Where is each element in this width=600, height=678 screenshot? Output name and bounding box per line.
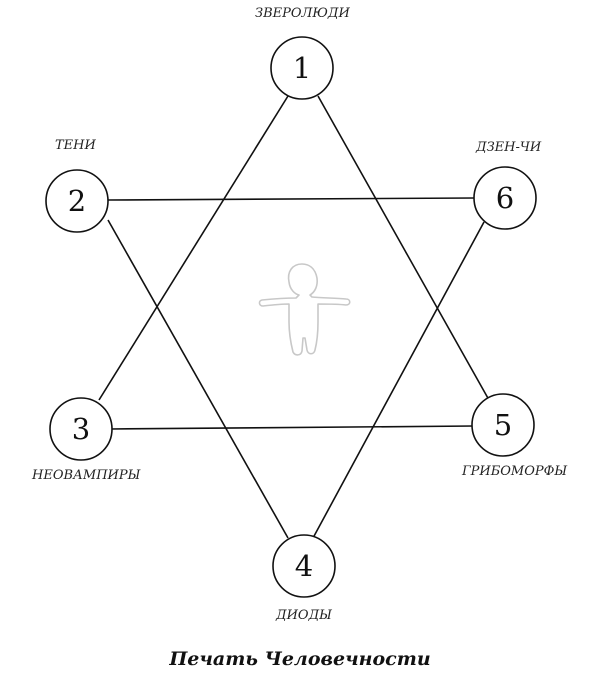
diagram-title: Печать Человечности <box>169 648 431 670</box>
node-3-label: НЕОВАМПИРЫ <box>32 468 141 483</box>
node-5-label: ГРИБОМОРФЫ <box>462 464 568 479</box>
node-6-circle <box>473 166 537 230</box>
node-5-number: 5 <box>493 408 513 442</box>
node-4-number: 4 <box>294 549 314 583</box>
edge-1-3 <box>98 95 289 401</box>
node-3-number: 3 <box>71 412 91 446</box>
node-2-circle <box>45 169 109 233</box>
node-3-circle <box>49 397 113 461</box>
node-5-circle <box>471 393 535 457</box>
edge-1-5 <box>317 95 490 401</box>
node-1-number: 1 <box>292 51 312 85</box>
node-2-number: 2 <box>67 184 87 218</box>
node-6-number: 6 <box>495 181 515 215</box>
node-4-label: ДИОДЫ <box>276 608 332 623</box>
node-1-label: ЗВЕРОЛЮДИ <box>255 6 350 21</box>
edge-2-4 <box>107 219 289 539</box>
node-1-circle <box>270 36 334 100</box>
node-2-label: ТЕНИ <box>55 138 96 153</box>
edge-2-6 <box>107 197 476 201</box>
node-4-circle <box>272 534 336 598</box>
node-6-label: ДЗЕН-ЧИ <box>476 140 542 155</box>
edge-6-4 <box>312 221 485 539</box>
edge-3-5 <box>109 425 475 430</box>
human-figure-icon <box>258 263 351 356</box>
